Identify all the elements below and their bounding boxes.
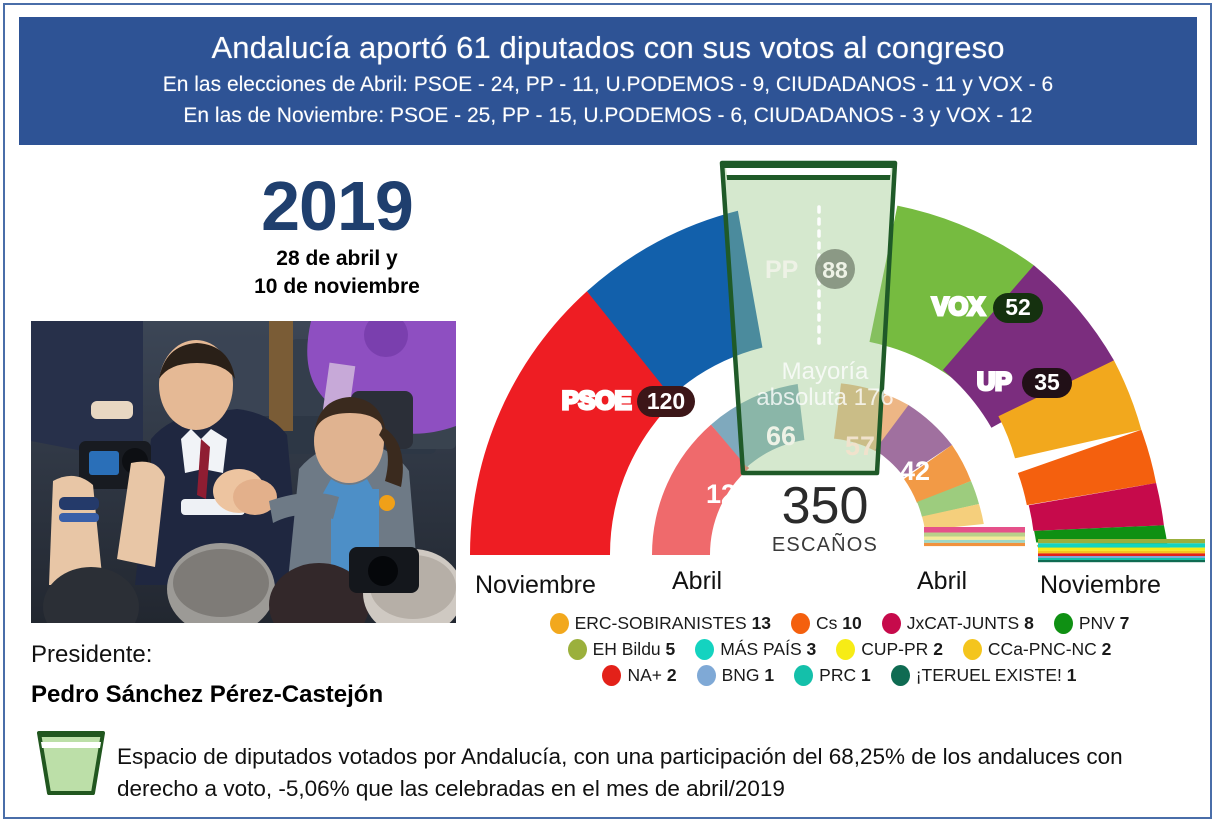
label-vox: VOX xyxy=(932,293,985,321)
legend-seat-count: 2 xyxy=(1101,639,1112,659)
legend-color-dot-icon xyxy=(836,639,856,660)
page-title-year: 2019 xyxy=(261,167,414,245)
outer-labels: PSOE PSOE 120 PP 88 VOX VOX 52 UP UP 35 xyxy=(560,249,1072,417)
badge-up-april: 42 xyxy=(900,456,930,486)
chart-label-april-left: Abril xyxy=(672,567,723,595)
chart-label-april-right: Abril xyxy=(917,567,968,595)
minor-party-bands-outer xyxy=(1038,539,1205,563)
legend-label: CUP-PR 2 xyxy=(861,639,943,659)
legend-item: ¡TERUEL EXISTE! 1 xyxy=(890,665,1077,686)
chart-label-november-right: Noviembre xyxy=(1040,571,1161,599)
party-legend: ERC-SOBIRANISTES 13 Cs 10 JxCAT-JUNTS 8 PNV… xyxy=(467,613,1212,686)
legend-color-dot-icon xyxy=(549,613,569,634)
legend-row: ERC-SOBIRANISTES 13 Cs 10 JxCAT-JUNTS 8 PNV… xyxy=(467,613,1212,634)
legend-seat-count: 8 xyxy=(1024,613,1034,633)
total-seats-sublabel: ESCAÑOS xyxy=(772,532,878,556)
legend-color-dot-icon xyxy=(696,665,716,686)
legend-seat-count: 7 xyxy=(1119,613,1130,633)
inner-labels: 123 66 57 42 xyxy=(706,421,930,509)
legend-item: CUP-PR 2 xyxy=(836,639,943,660)
legend-item: PNV 7 xyxy=(1053,613,1130,634)
badge-psoe: 120 xyxy=(647,388,685,414)
legend-label: CCa-PNC-NC 2 xyxy=(987,639,1112,659)
legend-seat-count: 2 xyxy=(933,639,943,659)
legend-item: MÁS PAÍS 3 xyxy=(695,639,816,660)
election-dates: 28 de abril y 10 de noviembre xyxy=(217,245,457,301)
legend-label: PRC 1 xyxy=(819,665,871,685)
chart-label-november-left: Noviembre xyxy=(475,571,596,599)
legend-label: MÁS PAÍS 3 xyxy=(720,639,817,659)
badge-pp-april: 66 xyxy=(766,421,796,451)
legend-seat-count: 1 xyxy=(860,665,871,685)
legend-label: Cs 10 xyxy=(816,613,862,633)
badge-psoe-april: 123 xyxy=(706,479,751,509)
footnote-text: Espacio de diputados votados por Andaluc… xyxy=(117,744,1123,801)
header-line-april: En las elecciones de Abril: PSOE - 24, P… xyxy=(162,73,1054,97)
president-label: Presidente: xyxy=(31,641,153,668)
legend-seat-count: 2 xyxy=(666,665,677,685)
label-up: UP xyxy=(977,368,1012,396)
legend-color-dot-icon xyxy=(1053,613,1073,634)
legend-item: JxCAT-JUNTS 8 xyxy=(881,613,1034,634)
legend-label: JxCAT-JUNTS 8 xyxy=(906,613,1034,633)
majority-label-2: absoluta 176 xyxy=(756,384,893,411)
majority-label-1: Mayoría xyxy=(782,358,869,385)
legend-color-dot-icon xyxy=(881,613,901,634)
legend-seat-count: 13 xyxy=(751,613,772,633)
badge-up: 35 xyxy=(1034,369,1060,395)
legend-label: PNV 7 xyxy=(1078,613,1130,633)
label-up-fg: UP xyxy=(977,368,1012,396)
green-trapezoid-key-icon xyxy=(31,727,111,799)
header-line-november: En las de Noviembre: PSOE - 25, PP - 15,… xyxy=(183,103,1033,127)
legend-item: NA+ 2 xyxy=(602,665,677,686)
badge-vox: 52 xyxy=(1005,294,1031,320)
legend-item: BNG 1 xyxy=(696,665,775,686)
legend-color-dot-icon xyxy=(695,639,715,660)
outer-ring-november xyxy=(469,205,1205,563)
legend-seat-count: 3 xyxy=(806,639,817,659)
congress-semicircle-chart: 350 ESCAÑOS Mayoría absoluta 176 PSOE PS… xyxy=(460,155,1210,575)
total-seats: 350 xyxy=(782,477,869,535)
label-psoe: PSOE xyxy=(562,387,631,415)
legend-item: EH Bildu 5 xyxy=(567,639,676,660)
legend-seat-count: 10 xyxy=(842,613,862,633)
legend-seat-count: 5 xyxy=(665,639,676,659)
legend-item: PRC 1 xyxy=(794,665,871,686)
label-psoe-fg: PSOE xyxy=(562,387,631,415)
label-vox-fg: VOX xyxy=(932,293,985,321)
andalusia-highlight-overlay xyxy=(719,160,898,476)
legend-color-dot-icon xyxy=(890,665,910,686)
president-name: Pedro Sánchez Pérez-Castejón xyxy=(31,681,384,708)
inner-ring-april xyxy=(651,383,1025,555)
legend-color-dot-icon xyxy=(794,665,814,686)
legend-color-dot-icon xyxy=(602,665,622,686)
badge-cs-april: 57 xyxy=(845,431,875,461)
legend-color-dot-icon xyxy=(791,613,811,634)
legend-item: Cs 10 xyxy=(791,613,862,634)
minor-party-bands-inner xyxy=(924,527,1025,547)
legend-seat-count: 1 xyxy=(764,665,775,685)
congress-photo xyxy=(31,321,456,623)
legend-label: ERC-SOBIRANISTES 13 xyxy=(574,613,772,633)
badge-pp: 88 xyxy=(822,257,848,283)
legend-label: NA+ 2 xyxy=(627,665,677,685)
header-title: Andalucía aportó 61 diputados con sus vo… xyxy=(211,29,1005,65)
election-date-april: 28 de abril y xyxy=(276,247,398,270)
infographic-frame: Andalucía aportó 61 diputados con sus vo… xyxy=(3,3,1212,819)
label-pp: PP xyxy=(765,256,798,284)
legend-item: ERC-SOBIRANISTES 13 xyxy=(549,613,772,634)
legend-color-dot-icon xyxy=(962,639,982,660)
legend-label: BNG 1 xyxy=(721,665,775,685)
legend-label: EH Bildu 5 xyxy=(592,639,676,659)
legend-item: CCa-PNC-NC 2 xyxy=(962,639,1112,660)
legend-color-dot-icon xyxy=(567,639,587,660)
legend-label: ¡TERUEL EXISTE! 1 xyxy=(915,665,1077,685)
header-banner: Andalucía aportó 61 diputados con sus vo… xyxy=(19,17,1197,145)
election-date-november: 10 de noviembre xyxy=(254,274,420,298)
legend-row: EH Bildu 5 MÁS PAÍS 3 CUP-PR 2 CCa-PNC-NC 2 xyxy=(467,639,1212,660)
legend-seat-count: 1 xyxy=(1066,665,1077,685)
legend-row: NA+ 2 BNG 1 PRC 1 ¡TERUEL EXISTE! 1 xyxy=(467,665,1212,686)
